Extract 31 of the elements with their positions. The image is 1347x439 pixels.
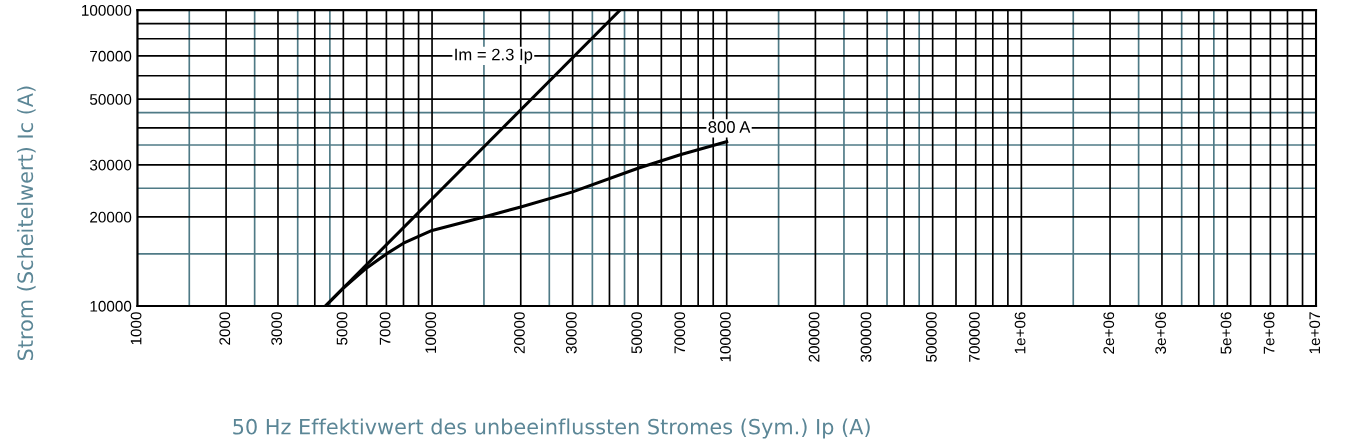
x-axis-title: 50 Hz Effektivwert des unbeeinflussten Stromes (Sym.) Ip (A) — [233, 418, 870, 439]
x-tick-label: 3e+06 — [1155, 312, 1167, 354]
x-tick-label: 7000 — [379, 312, 391, 345]
x-tick-label: 500000 — [925, 312, 937, 362]
x-tick-label: 200000 — [808, 312, 820, 362]
x-tick-label: 2e+06 — [1103, 312, 1115, 354]
x-tick-label: 20000 — [514, 312, 525, 354]
x-tick-label: 50000 — [631, 312, 643, 354]
x-tick-label: 2000 — [219, 312, 231, 345]
x-tick-label: 100000 — [719, 312, 731, 362]
x-tick-label: 30000 — [565, 312, 577, 354]
y-tick-label: 100000 — [82, 4, 132, 16]
series-label: Im = 2.3 Ip — [455, 48, 533, 64]
x-tick-label: 3000 — [271, 312, 283, 345]
x-tick-label: 5000 — [336, 312, 348, 345]
y-axis-title: Strom (Scheitelwert) Ic (A) — [17, 86, 36, 361]
y-tick-label: 20000 — [90, 211, 132, 223]
x-tick-label: 70000 — [674, 312, 686, 354]
x-tick-label: 1e+07 — [1309, 312, 1321, 354]
y-tick-label: 50000 — [89, 94, 132, 105]
y-tick-label: 70000 — [90, 50, 132, 62]
x-tick-label: 1e+06 — [1014, 312, 1026, 354]
x-tick-label: 300000 — [860, 312, 872, 362]
y-tick-label: 10000 — [90, 300, 132, 312]
x-tick-label: 5e+06 — [1220, 312, 1232, 354]
x-tick-label: 10000 — [425, 312, 437, 353]
x-tick-label: 700000 — [969, 312, 980, 362]
y-tick-label: 30000 — [89, 159, 132, 171]
series-label: 800 A — [708, 121, 751, 133]
x-tick-label: 1000 — [130, 312, 142, 345]
x-tick-label: 7e+06 — [1263, 312, 1275, 354]
